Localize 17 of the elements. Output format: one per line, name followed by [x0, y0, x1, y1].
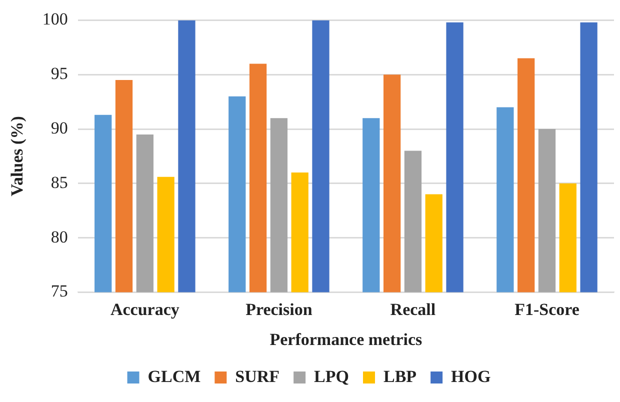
legend-label: HOG [451, 366, 491, 386]
legend-label: GLCM [148, 366, 201, 386]
x-tick-label: Accuracy [110, 300, 180, 319]
y-tick-label: 80 [50, 227, 68, 246]
x-tick-label: Recall [390, 300, 436, 319]
x-tick-label: F1-Score [514, 300, 580, 319]
x-axis-title: Performance metrics [270, 330, 423, 350]
legend-label: SURF [235, 366, 280, 386]
y-tick-label: 100 [42, 10, 68, 29]
legend-label: LBP [383, 366, 417, 386]
y-tick-label: 85 [50, 172, 68, 192]
y-tick-label: 90 [50, 118, 68, 138]
y-tick-label: 75 [50, 282, 68, 301]
y-tick-label: 95 [50, 64, 68, 84]
legend-label: LPQ [314, 366, 350, 386]
y-axis-title: Values (%) [8, 116, 27, 196]
x-tick-label: Precision [246, 300, 313, 319]
